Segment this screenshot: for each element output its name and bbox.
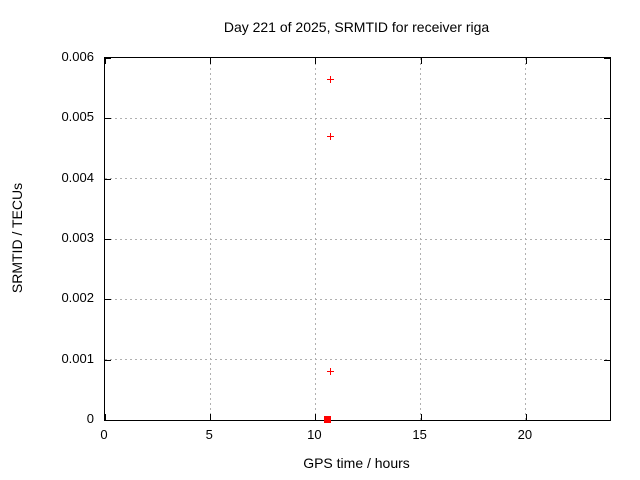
tick-mark-top <box>420 58 422 64</box>
x-tick-label: 20 <box>517 427 533 442</box>
chart-title: Day 221 of 2025, SRMTID for receiver rig… <box>223 19 490 35</box>
tick-mark-top <box>210 58 212 64</box>
x-tick-label: 5 <box>205 427 213 442</box>
y-tick-label: 0 <box>86 411 94 426</box>
plot-area <box>104 57 611 421</box>
tick-mark-left <box>105 178 111 180</box>
tick-mark-top <box>315 58 317 64</box>
tick-mark-left <box>105 239 111 240</box>
y-tick-label: 0.002 <box>61 290 94 306</box>
tick-mark-right <box>604 178 610 180</box>
tick-mark-right <box>604 118 610 120</box>
x-tick-label: 15 <box>412 427 427 442</box>
tick-mark-right <box>604 58 610 59</box>
y-tick-label: 0.003 <box>61 230 94 245</box>
gridline-horizontal <box>105 178 610 180</box>
y-tick-label: 0.005 <box>61 109 94 125</box>
tick-mark-bottom <box>210 414 212 420</box>
gridline-horizontal <box>105 117 610 119</box>
tick-mark-top <box>525 58 527 64</box>
gridline-horizontal <box>105 238 610 240</box>
data-point-marker <box>327 133 335 141</box>
tick-mark-right <box>604 359 610 361</box>
tick-mark-left <box>105 58 111 59</box>
tick-mark-left <box>105 299 111 301</box>
data-point-marker <box>327 367 335 375</box>
x-axis-label: GPS time / hours <box>303 455 410 471</box>
tick-mark-left <box>105 359 111 361</box>
tick-mark-right <box>604 299 610 301</box>
gridline-horizontal <box>105 359 610 361</box>
y-tick-label: 0.004 <box>61 169 94 185</box>
tick-mark-right <box>604 239 610 240</box>
tick-mark-left <box>105 420 111 421</box>
y-tick-label: 0.001 <box>61 350 94 366</box>
tick-mark-left <box>105 118 111 120</box>
gridline-horizontal <box>105 298 610 300</box>
x-tick-label: 10 <box>307 427 322 442</box>
data-point-marker <box>327 76 335 84</box>
tick-mark-bottom <box>420 414 422 420</box>
tick-mark-right <box>604 420 610 421</box>
tick-mark-top <box>105 58 106 64</box>
tick-mark-bottom <box>105 414 106 420</box>
tick-mark-bottom <box>525 414 527 420</box>
data-point-marker <box>324 416 332 423</box>
y-tick-label: 0.006 <box>61 49 94 64</box>
x-tick-label: 0 <box>100 427 108 442</box>
tick-mark-bottom <box>315 414 317 420</box>
